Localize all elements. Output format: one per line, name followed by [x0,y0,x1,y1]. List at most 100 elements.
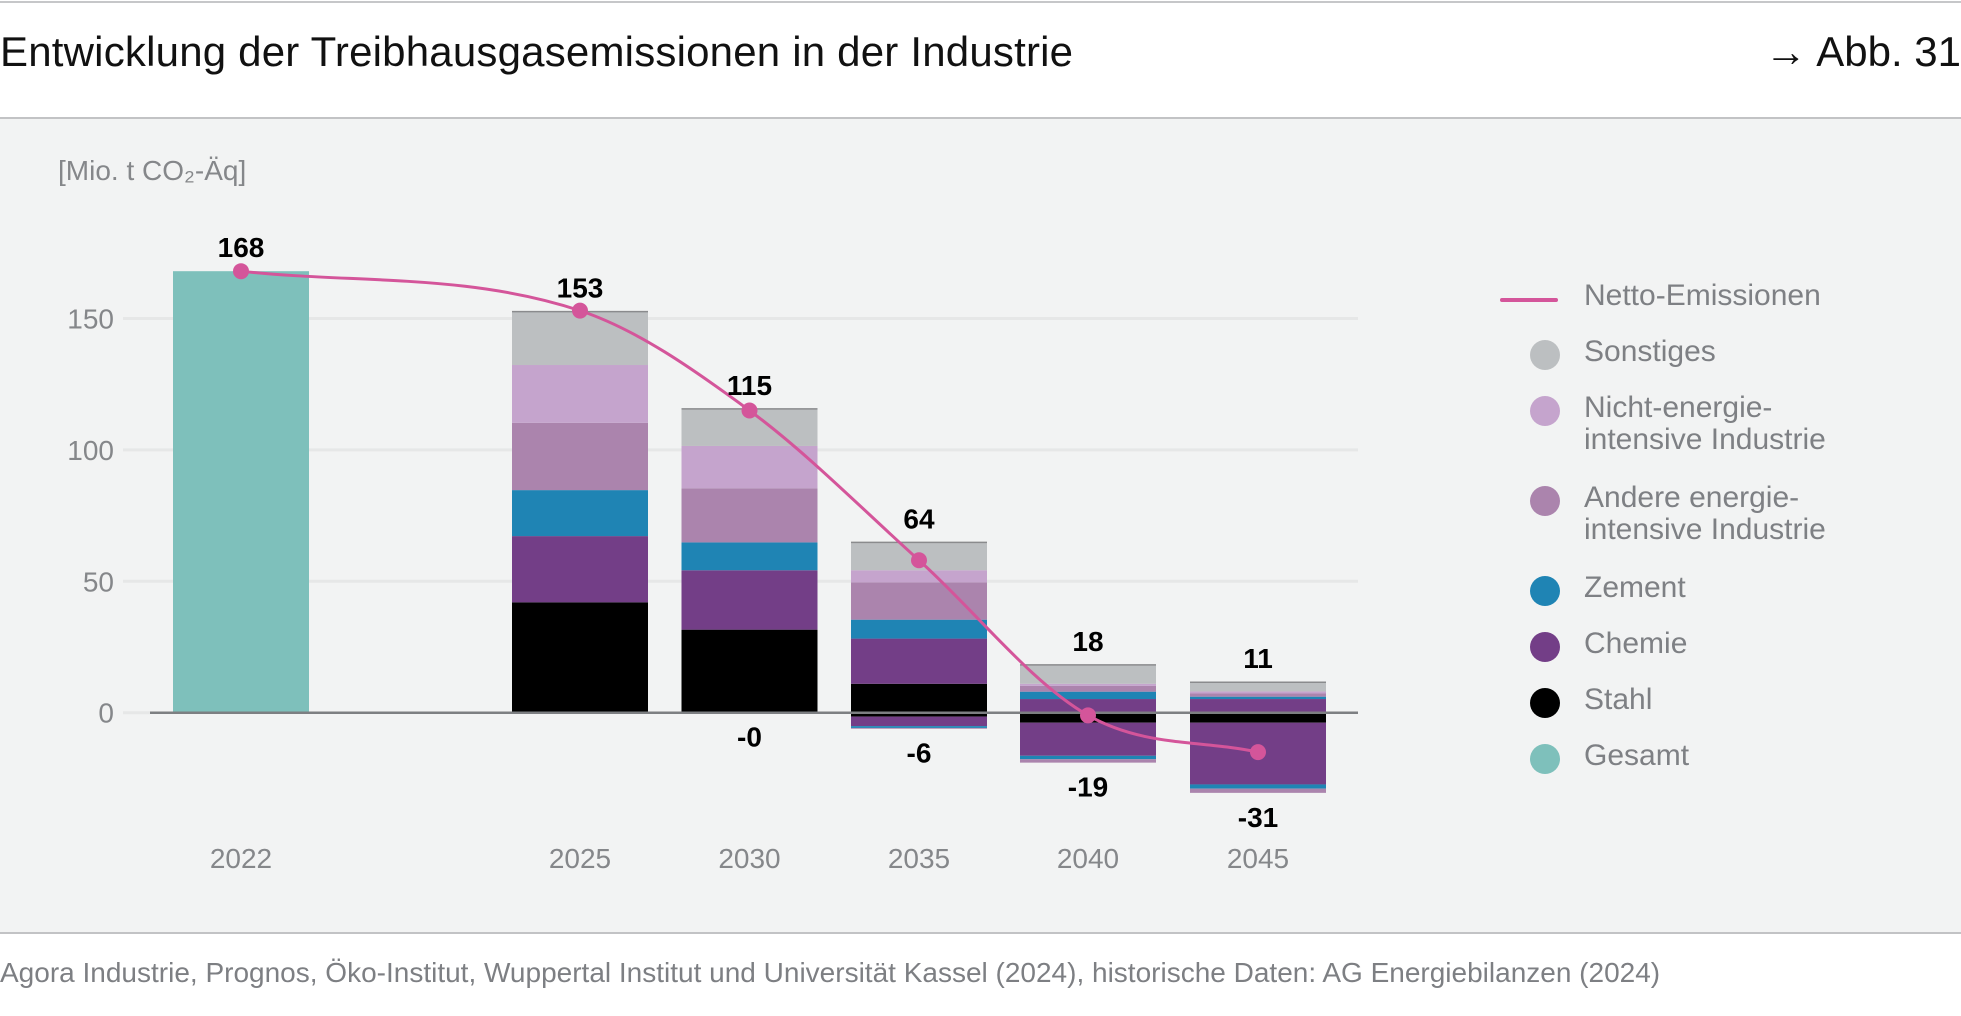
netto-emissionen-point-2045 [1250,744,1266,761]
legend-dot-swatch-icon [1530,340,1560,370]
x-tick-label: 2030 [718,843,780,874]
bars [173,271,1326,793]
legend-item-nicht_energie: Nicht-energie- intensive Industrie [1500,392,1826,456]
bar-segment-zement-2025 [512,490,648,537]
bar-segment-nicht_energie-2035 [851,570,987,583]
y-tick-label: 150 [67,304,114,335]
x-tick-label: 2035 [888,843,950,874]
legend-item-gesamt: Gesamt [1500,740,1689,774]
footer-rule [0,932,1961,934]
y-axis-unit-label: [Mio. t CO₂-Äq] [58,155,246,186]
bar-segment-neg-zement-2035 [851,726,987,728]
legend-label: Zement [1584,571,1686,604]
legend-dot-swatch-icon [1530,486,1560,516]
bar-segment-neg-zement-2045 [1190,784,1326,789]
x-axis-ticks: 2022 2025 2030 2035 2040 2045 [210,843,1289,874]
bar-segment-stahl-2035 [851,683,987,713]
legend-item-andere_energie: Andere energie- intensive Industrie [1500,482,1826,546]
netto-emissionen-point-2035 [911,552,927,569]
bar-segment-neg-stahl-2035 [851,712,987,717]
bar-segment-sonstiges-2040 [1020,664,1156,684]
bottom-data-label: -19 [1068,772,1108,803]
bar-segment-sonstiges-2025 [512,311,648,366]
chart-area [0,119,1961,932]
data-labels: 168 153 115 64 18 11 -0 -6 -19 -31 [218,232,1279,833]
netto-emissionen-point-2040 [1080,707,1096,724]
bar-segment-zement-2040 [1020,691,1156,700]
bar-segment-zement-2045 [1190,696,1326,700]
legend-item-chemie: Chemie [1500,628,1687,662]
legend-line-swatch-icon [1500,298,1558,302]
bar-segment-nicht_energie-2040 [1020,683,1156,686]
top-data-label: 11 [1243,643,1273,674]
legend-item-sonstiges: Sonstiges [1500,336,1716,370]
bar-segment-andere_energie-2035 [851,582,987,620]
bar-segment-neg-chemie-2035 [851,716,987,727]
legend-item-stahl: Stahl [1500,684,1652,718]
header-rule [0,117,1961,119]
legend-item-netto: Netto-Emissionen [1500,280,1821,312]
bottom-data-label: -0 [737,722,762,753]
legend-dot-swatch-icon [1530,688,1560,718]
bar-segment-nicht_energie-2045 [1190,691,1326,694]
netto-emissionen-point-2025 [572,302,588,319]
y-tick-label: 0 [98,698,114,729]
bar-segment-neg-andere_energie-2045 [1190,788,1326,793]
bar-segment-stahl-2025 [512,602,648,713]
bar-segment-gesamt-2022 [173,271,309,713]
bottom-data-label: -31 [1238,802,1278,833]
legend-dot-swatch-icon [1530,632,1560,662]
top-data-label: 168 [218,232,265,263]
legend-label: Chemie [1584,627,1688,660]
legend-label: Netto-Emissionen [1584,279,1821,312]
netto-emissionen-point-2022 [233,263,249,280]
legend-label: Sonstiges [1584,335,1716,368]
bar-segment-andere_energie-2030 [681,488,818,543]
bar-segment-andere_energie-2040 [1020,685,1156,692]
chart-title: Entwicklung der Treibhausgasemissionen i… [0,28,1074,75]
y-tick-label: 100 [67,435,114,466]
bar-segment-zement-2030 [681,542,818,571]
bottom-data-label: -6 [907,738,932,769]
bar-segment-nicht_energie-2025 [512,365,648,423]
x-tick-label: 2022 [210,843,272,874]
bar-segment-andere_energie-2045 [1190,693,1326,697]
bar-segment-neg-andere_energie-2035 [851,727,987,729]
legend-item-zement: Zement [1500,572,1686,606]
bar-segment-chemie-2030 [681,570,818,630]
figure-reference-link[interactable]: → Abb. 31 [1764,28,1961,75]
legend-label: Nicht-energie- intensive Industrie [1584,391,1826,456]
bar-segment-chemie-2025 [512,536,648,603]
source-note: Agora Industrie, Prognos, Öko-Institut, … [0,957,1661,988]
bar-segment-zement-2035 [851,619,987,639]
legend-dot-swatch-icon [1530,576,1560,606]
y-tick-label: 50 [83,566,114,597]
bar-segment-nicht_energie-2030 [681,445,818,489]
bar-segment-neg-chemie-2040 [1020,722,1156,756]
netto-emissionen-line-group [233,263,1266,761]
top-data-label: 64 [903,503,935,534]
top-data-label: 153 [557,273,604,304]
y-axis-ticks: 0 50 100 150 [67,304,114,729]
top-data-label: 18 [1072,626,1103,657]
legend-dot-swatch-icon [1530,396,1560,426]
legend-label: Andere energie- intensive Industrie [1584,481,1826,546]
bar-segment-chemie-2045 [1190,699,1326,713]
bar-segment-andere_energie-2025 [512,422,648,491]
bar-segment-chemie-2040 [1020,699,1156,713]
top-rule [0,1,1961,3]
netto-emissionen-point-2030 [741,402,758,419]
bar-segment-stahl-2030 [681,629,818,713]
legend-label: Stahl [1584,683,1653,716]
bar-segment-neg-stahl-2045 [1190,712,1326,723]
legend-dot-swatch-icon [1530,744,1560,774]
legend-label: Gesamt [1584,739,1690,772]
bar-segment-neg-andere_energie-2040 [1020,759,1156,763]
x-tick-label: 2045 [1227,843,1289,874]
bar-segment-neg-zement-2040 [1020,755,1156,760]
top-data-label: 115 [727,370,772,401]
bar-segment-chemie-2035 [851,638,987,684]
bar-segment-sonstiges-2045 [1190,682,1326,692]
x-tick-label: 2025 [549,843,611,874]
